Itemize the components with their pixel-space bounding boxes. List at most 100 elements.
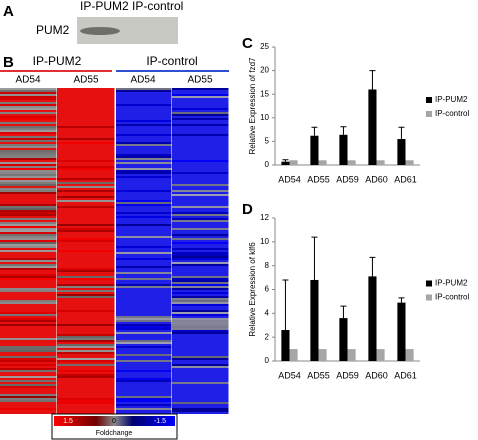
heat-row: [172, 118, 229, 120]
heat-row: [0, 206, 57, 208]
heat-row: [0, 122, 57, 124]
heat-row: [172, 172, 229, 174]
row-label: PUM2: [36, 23, 70, 37]
heat-row: [116, 88, 172, 90]
heat-row: [0, 106, 57, 108]
y-tick-label: 8: [265, 261, 270, 270]
heat-row: [172, 286, 229, 288]
heat-row: [0, 150, 57, 152]
heat-row: [116, 354, 172, 356]
heat-row: [0, 204, 57, 206]
x-tick-label: AD59: [336, 370, 359, 380]
heat-row: [0, 182, 57, 184]
heat-row: [0, 146, 57, 148]
heat-row: [57, 290, 115, 292]
heat-row: [116, 172, 172, 174]
y-tick-label: 20: [260, 66, 269, 75]
heat-row: [57, 352, 115, 354]
heat-row: [0, 192, 57, 194]
heat-row: [172, 184, 229, 186]
x-tick-label: AD55: [307, 370, 330, 380]
heat-row: [0, 246, 57, 248]
bar: [310, 279, 319, 361]
heat-row: [0, 180, 57, 182]
heat-row: [0, 212, 57, 214]
heat-row: [116, 328, 172, 330]
bar: [289, 160, 298, 165]
heat-row: [172, 402, 229, 404]
group-label: IP-control: [146, 54, 197, 68]
heat-row: [172, 248, 229, 250]
heat-row: [57, 340, 115, 342]
heat-row: [57, 310, 115, 312]
heat-row: [172, 410, 229, 412]
heat-row: [172, 228, 229, 230]
heat-row: [57, 228, 115, 230]
heat-row: [0, 290, 57, 292]
x-tick-label: AD60: [365, 370, 388, 380]
heat-row: [0, 176, 57, 178]
y-tick-label: 5: [265, 137, 270, 146]
heat-row: [0, 244, 57, 246]
heat-row: [0, 302, 57, 304]
heat-row: [172, 190, 229, 192]
colorbar-title: Foldchange: [96, 430, 133, 437]
heat-row: [172, 94, 229, 96]
heat-row: [57, 402, 115, 404]
bar: [289, 349, 298, 361]
heat-row: [57, 376, 115, 378]
error-bar: [398, 297, 405, 303]
heat-row: [0, 274, 57, 276]
heat-row: [0, 250, 57, 252]
heat-row: [172, 160, 229, 162]
heat-row: [0, 140, 57, 142]
heat-row: [116, 324, 172, 326]
heat-row: [0, 232, 57, 234]
heat-row: [116, 216, 172, 218]
heat-row: [172, 364, 229, 366]
y-tick-label: 15: [260, 89, 269, 98]
heat-row: [0, 360, 57, 362]
heat-row: [0, 112, 57, 114]
heat-row: [57, 186, 115, 188]
heat-row: [0, 400, 57, 402]
heat-row: [0, 92, 57, 94]
heat-row: [0, 364, 57, 366]
bar: [376, 160, 385, 165]
heat-row: [172, 220, 229, 222]
legend-label: IP-control: [435, 109, 469, 118]
heat-row: [116, 258, 172, 260]
heat-row: [116, 340, 172, 342]
heat-row: [172, 238, 229, 240]
heat-row: [172, 124, 229, 126]
heat-row: [116, 320, 172, 322]
heat-row: [0, 312, 57, 314]
heat-row: [0, 158, 57, 160]
x-tick-label: AD54: [278, 370, 301, 380]
heat-row: [57, 230, 115, 232]
heat-row: [57, 358, 115, 360]
panel-letter: D: [242, 201, 253, 218]
bar: [368, 276, 377, 361]
heat-row: [57, 364, 115, 366]
heat-row: [172, 298, 229, 300]
heat-row: [116, 200, 172, 202]
heat-row: [116, 278, 172, 280]
heat-row: [116, 144, 172, 146]
heat-row: [172, 112, 229, 114]
heat-row: [172, 252, 229, 254]
heat-row: [0, 138, 57, 140]
heat-row: [0, 162, 57, 164]
heat-row: [0, 218, 57, 220]
heat-row: [116, 176, 172, 178]
heat-row: [57, 138, 115, 140]
heat-row: [116, 284, 172, 286]
heat-row: [0, 170, 57, 172]
legend-label: IP-PUM2: [435, 279, 468, 288]
x-tick-label: AD61: [394, 370, 417, 380]
y-tick-label: 25: [260, 42, 269, 51]
heat-row: [116, 142, 172, 144]
error-bar: [369, 256, 376, 277]
heat-row: [172, 262, 229, 264]
